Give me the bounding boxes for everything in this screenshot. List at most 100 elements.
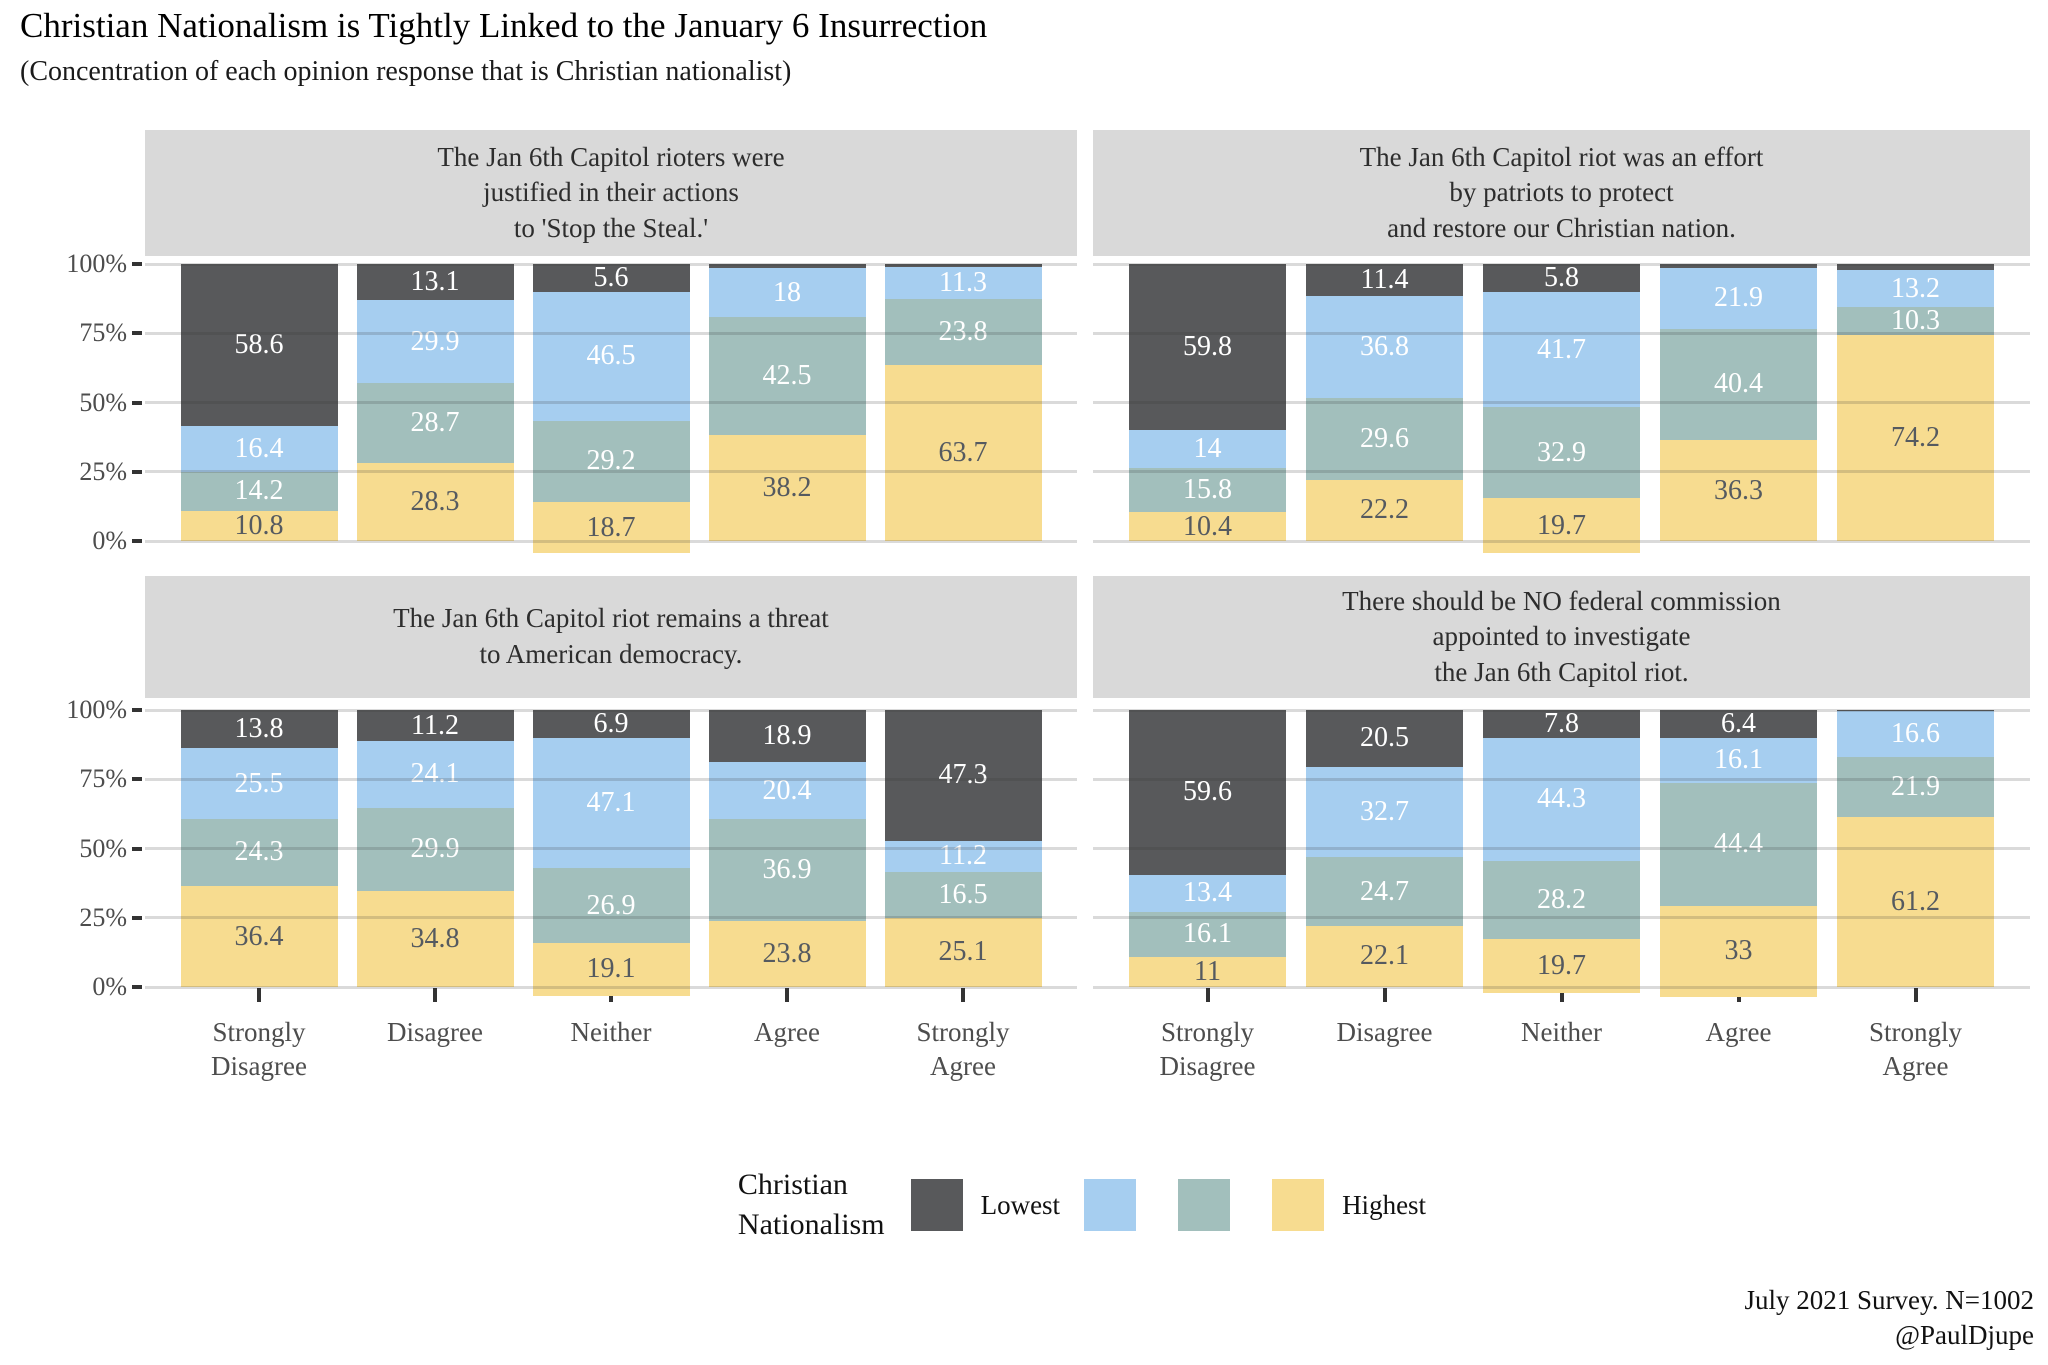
- segment-value-label: 10.3: [1891, 305, 1940, 337]
- bar-segment-lowest: [708, 264, 866, 268]
- y-axis-tick-label: 75%: [79, 318, 127, 348]
- segment-value-label: 23.8: [938, 315, 988, 347]
- bars-row: 58.6 16.4 14.2 10.8 13.1 29.9 28.7 28.3 5.6 46.5 2…: [145, 264, 1077, 554]
- segment-value-label: 5.6: [593, 262, 629, 293]
- facet-title: The Jan 6th Capitol rioters were justifi…: [437, 141, 785, 243]
- bar-segment-lowest: 5.8: [1483, 264, 1640, 292]
- bar-segment-series2: 29.2: [532, 420, 690, 502]
- bar-agree: 18 42.5 38.2: [708, 264, 866, 553]
- bar-segment-highest: 10.8: [180, 510, 338, 542]
- y-axis-tick-label: 0%: [92, 526, 127, 555]
- bar-segment-series1: 36.8: [1306, 295, 1463, 398]
- legend-item-mid1: [1084, 1179, 1178, 1231]
- bar-segment-series2: 15.8: [1129, 468, 1286, 513]
- x-axis-category-label: Strongly Agree: [916, 1017, 1010, 1081]
- x-axis-category-label: Disagree: [1336, 1017, 1433, 1047]
- bar-segment-series2: 44.4: [1660, 782, 1817, 906]
- bar-segment-lowest: 47.3: [884, 710, 1042, 841]
- segment-value-label: 23.8: [762, 938, 812, 969]
- bar-segment-lowest: 59.8: [1129, 264, 1286, 430]
- y-axis-tick-mark: [132, 331, 142, 335]
- segment-value-label: 24.1: [410, 758, 460, 790]
- bar-segment-lowest: [1837, 710, 1994, 711]
- bar-strongly-agree: 47.3 11.2 16.5 25.1: [884, 710, 1042, 996]
- segment-value-label: 61.2: [1891, 886, 1940, 918]
- bar-segment-highest: 11: [1129, 955, 1286, 987]
- segment-value-label: 13.2: [1891, 272, 1940, 304]
- bar-segment-highest: 63.7: [884, 364, 1042, 541]
- segment-value-label: 74.2: [1891, 422, 1940, 454]
- x-axis-category-label: Strongly Agree: [1868, 1017, 1962, 1081]
- bar-segment-series2: 42.5: [708, 317, 866, 436]
- segment-value-label: 19.7: [1537, 950, 1586, 982]
- bar-agree: 18.9 20.4 36.9 23.8: [708, 710, 866, 996]
- segment-value-label: 36.9: [762, 853, 812, 885]
- y-axis-tick-mark: [132, 262, 142, 266]
- bar-segment-lowest: 13.1: [356, 264, 514, 301]
- bar-segment-series1: 13.2: [1837, 270, 1994, 307]
- bar-segment-series2: 21.9: [1837, 756, 1994, 818]
- x-axis-tick-mark: [1206, 988, 1210, 1002]
- x-axis-tick-mark: [1914, 988, 1918, 1002]
- segment-value-label: 59.6: [1183, 776, 1232, 808]
- legend-item-highest: Highest: [1272, 1179, 1450, 1231]
- bar-segment-highest: 34.8: [356, 890, 514, 987]
- bar-segment-series2: 24.3: [180, 818, 338, 887]
- bar-strongly-disagree: 59.6 13.4 16.1 11: [1129, 710, 1286, 997]
- bar-neither: 5.8 41.7 32.9 19.7: [1483, 264, 1640, 553]
- bar-segment-highest: 36.3: [1660, 440, 1817, 541]
- bar-segment-series2: 10.3: [1837, 307, 1994, 336]
- bar-strongly-disagree: 13.8 25.5 24.3 36.4: [180, 710, 338, 996]
- segment-value-label: 18.9: [762, 720, 812, 752]
- bar-neither: 5.6 46.5 29.2 18.7: [532, 262, 690, 554]
- segment-value-label: 29.9: [410, 833, 460, 865]
- y-axis-tick-label: 100%: [66, 695, 127, 724]
- segment-value-label: 10.8: [234, 510, 284, 542]
- bar-segment-highest: 18.7: [532, 501, 690, 554]
- segment-value-label: 13.8: [234, 713, 284, 745]
- segment-value-label: 36.8: [1360, 330, 1409, 362]
- x-axis-tick-mark: [1383, 988, 1387, 1002]
- bar-segment-series1: 21.9: [1660, 267, 1817, 329]
- bar-segment-series1: 24.1: [356, 741, 514, 808]
- segment-value-label: 24.7: [1360, 875, 1409, 907]
- segment-value-label: 16.6: [1891, 717, 1940, 749]
- segment-value-label: 46.5: [586, 340, 636, 372]
- segment-value-label: 11: [1194, 955, 1221, 987]
- bar-segment-series1: 14: [1129, 429, 1286, 469]
- page-subtitle: (Concentration of each opinion response …: [20, 56, 792, 87]
- plot-area: 58.6 16.4 14.2 10.8 13.1 29.9 28.7 28.3 5.6 46.5 2…: [145, 262, 1077, 554]
- segment-value-label: 28.2: [1537, 883, 1586, 915]
- bar-segment-highest: 61.2: [1837, 817, 1994, 987]
- y-axis-tick-label: 100%: [66, 249, 127, 278]
- bar-segment-series2: 23.8: [884, 298, 1042, 365]
- segment-value-label: 13.4: [1183, 877, 1232, 909]
- segment-value-label: 13.1: [410, 266, 460, 298]
- segment-value-label: 19.1: [586, 953, 636, 985]
- segment-value-label: 29.2: [586, 445, 636, 477]
- segment-value-label: 15.8: [1183, 474, 1232, 506]
- y-axis-tick-label: 0%: [92, 972, 127, 1001]
- segment-value-label: 21.9: [1714, 282, 1763, 314]
- caption-line-1: July 2021 Survey. N=1002: [1744, 1285, 2034, 1315]
- bar-segment-series2: 28.7: [356, 383, 514, 463]
- x-axis-category-label: Neither: [570, 1017, 652, 1047]
- bar-segment-series1: 16.1: [1660, 738, 1817, 783]
- segment-value-label: 58.6: [234, 329, 284, 361]
- segment-value-label: 33: [1724, 935, 1753, 967]
- segment-value-label: 11.3: [939, 266, 987, 298]
- facet-strip: The Jan 6th Capitol rioters were justifi…: [145, 130, 1077, 256]
- segment-value-label: 20.4: [762, 774, 812, 806]
- bar-segment-lowest: [884, 264, 1042, 268]
- bar-disagree: 20.5 32.7 24.7 22.1: [1306, 710, 1463, 997]
- bar-strongly-disagree: 59.8 14 15.8 10.4: [1129, 264, 1286, 553]
- y-axis-tick-mark: [132, 470, 142, 474]
- bar-segment-series2: 36.9: [708, 818, 866, 922]
- segment-value-label: 32.9: [1537, 436, 1586, 468]
- segment-value-label: 19.7: [1537, 509, 1586, 541]
- legend-swatch: [1178, 1179, 1231, 1231]
- segment-value-label: 28.3: [410, 485, 460, 517]
- bar-segment-highest: 38.2: [708, 435, 866, 541]
- bar-segment-series1: 46.5: [532, 292, 690, 421]
- bar-disagree: 11.2 24.1 29.9 34.8: [356, 710, 514, 996]
